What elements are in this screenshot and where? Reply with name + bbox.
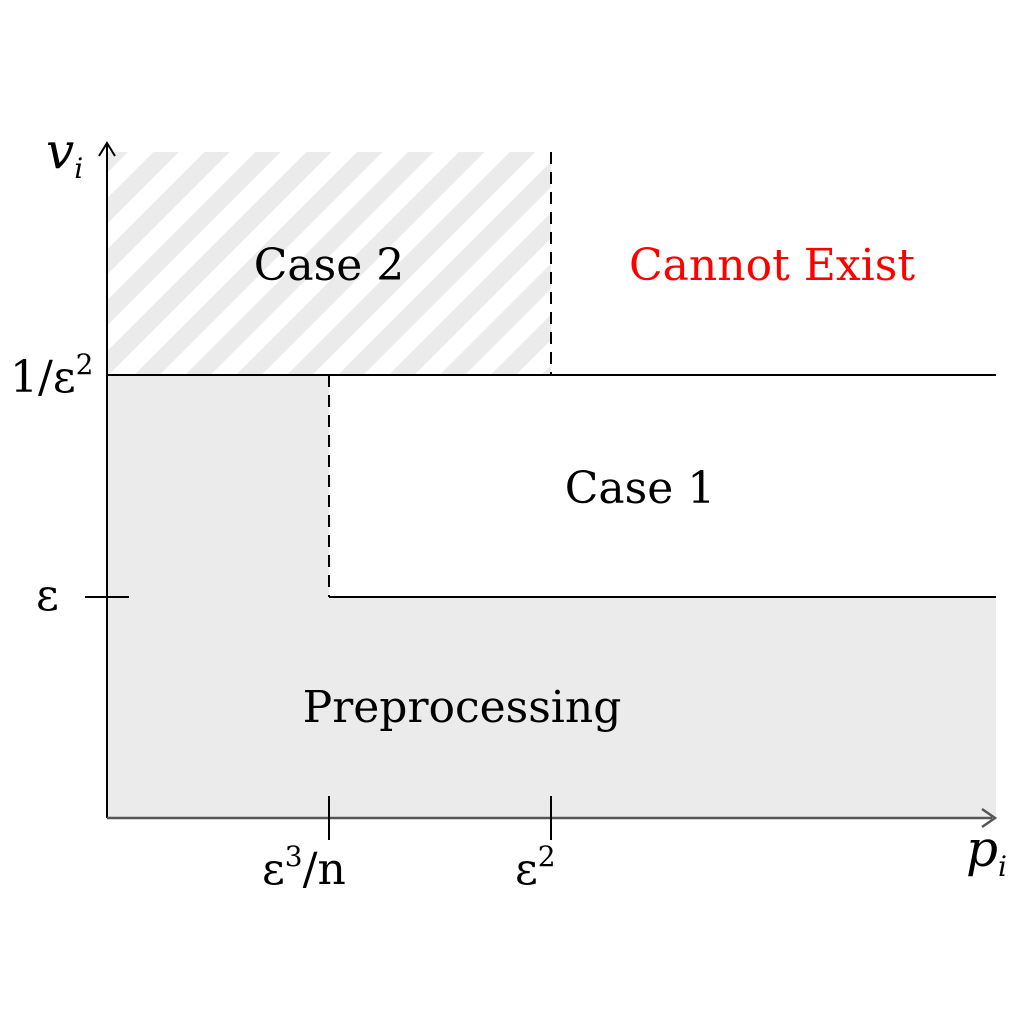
cannot-exist-label: Cannot Exist <box>629 240 915 291</box>
x-tick-label-left: ε3/n <box>262 840 346 895</box>
y-axis-arrowhead <box>98 141 116 157</box>
x-axis-arrowhead <box>981 807 998 829</box>
x-tick-label-right: ε2 <box>515 840 556 895</box>
case1-label: Case 1 <box>565 463 716 514</box>
preprocessing-region <box>107 375 996 818</box>
preprocessing-label: Preprocessing <box>303 682 622 733</box>
y-tick-label-upper: 1/ε2 <box>10 348 93 403</box>
case2-region <box>107 152 551 375</box>
y-tick-label-lower: ε <box>36 570 59 621</box>
case2-label: Case 2 <box>254 240 405 291</box>
y-axis-label: vi <box>46 122 83 185</box>
x-axis-label: pi <box>966 820 1007 883</box>
